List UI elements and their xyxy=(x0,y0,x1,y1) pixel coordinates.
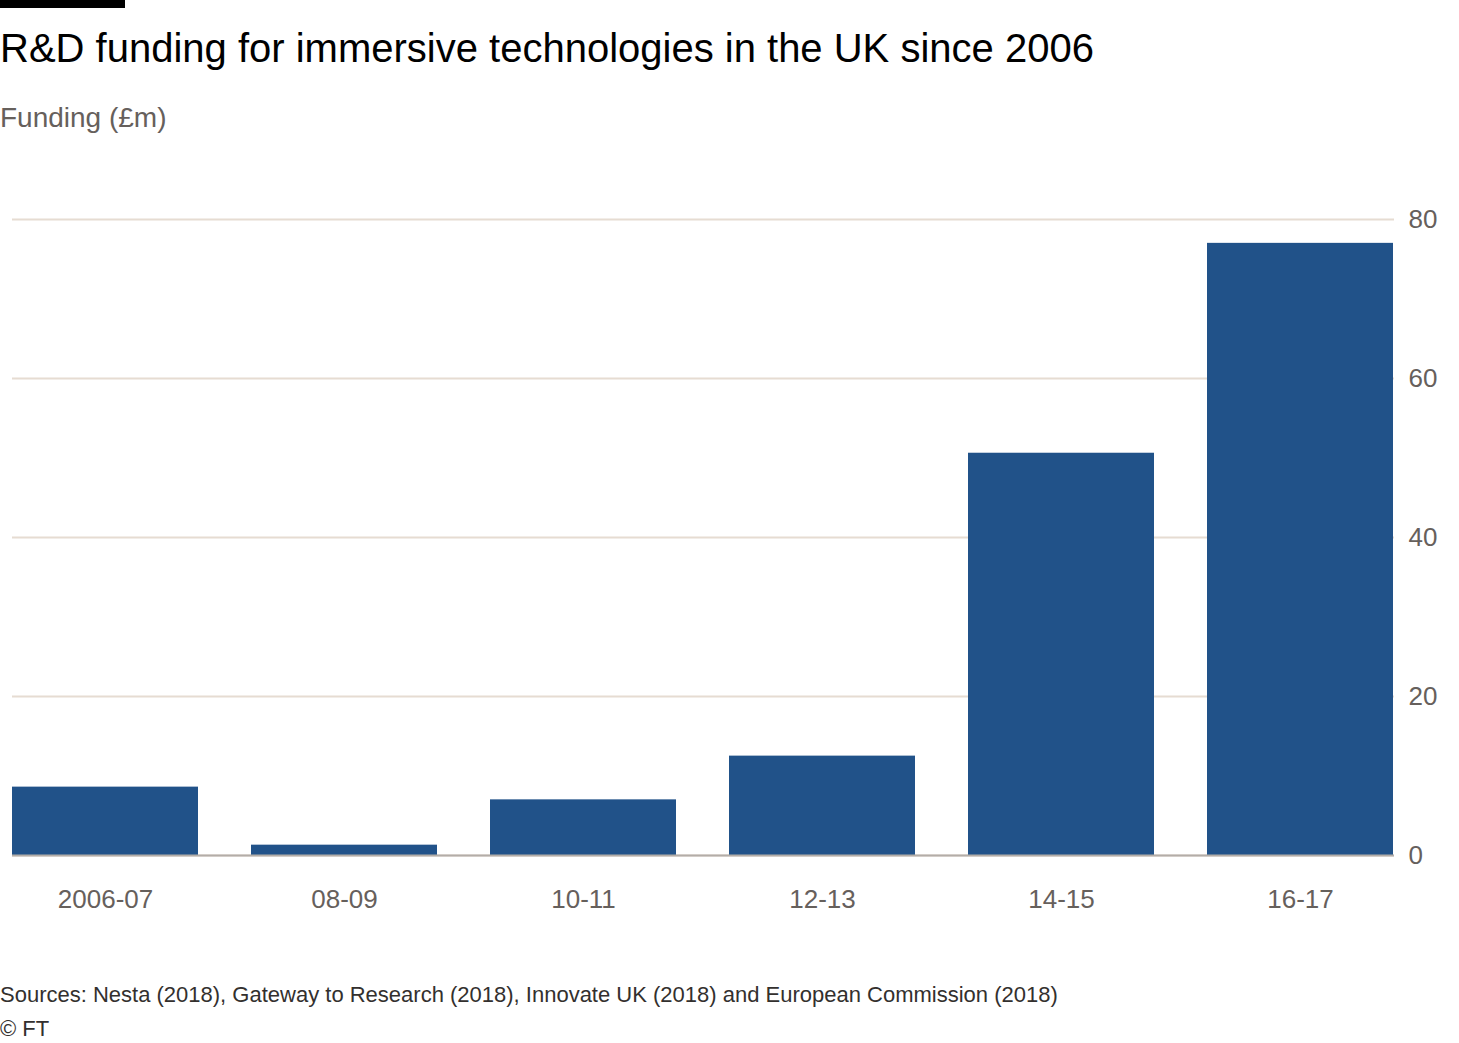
svg-text:2006-07: 2006-07 xyxy=(58,884,153,914)
svg-text:08-09: 08-09 xyxy=(311,884,378,914)
html-text:R&D funding for immersive tech: R&D funding for immersive technologies i… xyxy=(0,26,1094,70)
svg-text:16-17: 16-17 xyxy=(1267,884,1334,914)
svg-text:14-15: 14-15 xyxy=(1028,884,1095,914)
html-text:© FT: © FT xyxy=(0,1016,50,1041)
svg-text:80: 80 xyxy=(1409,204,1438,234)
html-text:Sources: Nesta (2018), Gateway: Sources: Nesta (2018), Gateway to Resear… xyxy=(0,982,1058,1007)
svg-text:10-11: 10-11 xyxy=(551,884,616,914)
svg-text:40: 40 xyxy=(1409,522,1438,552)
svg-text:0: 0 xyxy=(1409,840,1423,870)
html-text:Funding (£m): Funding (£m) xyxy=(0,102,167,133)
svg-text:20: 20 xyxy=(1409,681,1438,711)
svg-text:60: 60 xyxy=(1409,363,1438,393)
svg-text:12-13: 12-13 xyxy=(789,884,856,914)
